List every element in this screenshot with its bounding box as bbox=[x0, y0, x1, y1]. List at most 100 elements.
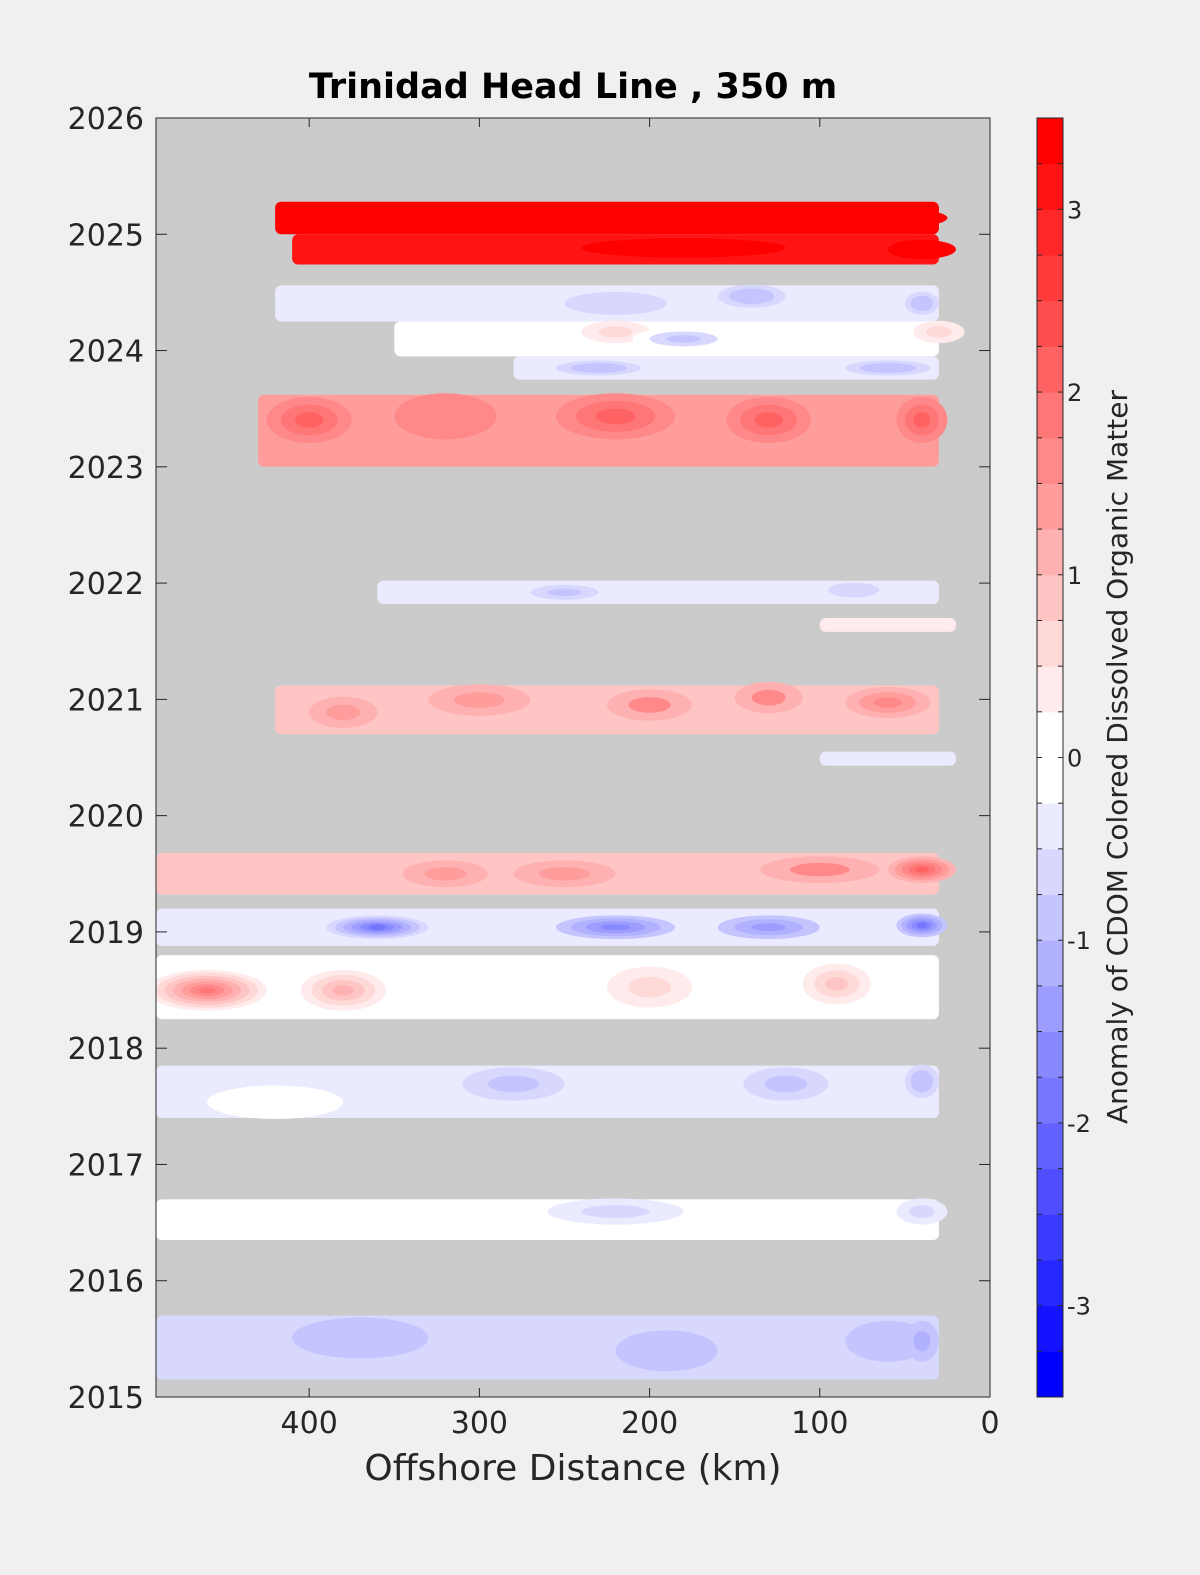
y-tick-label: 2017 bbox=[68, 1148, 144, 1183]
data-band-fill bbox=[156, 1199, 939, 1241]
anomaly-contour bbox=[326, 704, 361, 721]
data-band-fill bbox=[819, 617, 956, 632]
anomaly-contour bbox=[751, 923, 786, 932]
anomaly-contour bbox=[873, 364, 903, 371]
colorbar-swatch bbox=[1037, 1214, 1063, 1261]
anomaly-contour bbox=[295, 412, 324, 428]
colorbar-swatch bbox=[1037, 346, 1063, 393]
colorbar-swatch bbox=[1037, 666, 1063, 713]
data-band bbox=[819, 617, 956, 632]
colorbar-tick-label: 2 bbox=[1067, 379, 1082, 407]
anomaly-contour bbox=[487, 1075, 539, 1093]
anomaly-contour bbox=[207, 1085, 344, 1119]
data-band bbox=[156, 908, 948, 946]
anomaly-contour bbox=[764, 1075, 808, 1093]
anomaly-contour bbox=[628, 697, 671, 713]
data-band bbox=[156, 1064, 939, 1119]
anomaly-contour bbox=[751, 689, 786, 706]
colorbar-swatch bbox=[1037, 1305, 1063, 1352]
y-tick-label: 2016 bbox=[68, 1265, 144, 1300]
y-tick-label: 2020 bbox=[68, 800, 144, 835]
y-tick-label: 2018 bbox=[68, 1032, 144, 1067]
data-band bbox=[156, 1198, 948, 1241]
colorbar-tick-label: -1 bbox=[1067, 927, 1091, 955]
colorbar-tick-label: -2 bbox=[1067, 1110, 1091, 1138]
anomaly-contour bbox=[453, 692, 505, 708]
anomaly-contour bbox=[600, 924, 631, 931]
data-band bbox=[819, 751, 956, 766]
x-axis-label: Offshore Distance (km) bbox=[364, 1448, 781, 1489]
anomaly-contour bbox=[916, 1075, 928, 1087]
colorbar-swatch bbox=[1037, 118, 1063, 165]
anomaly-contour bbox=[368, 924, 386, 931]
anomaly-contour bbox=[632, 243, 735, 253]
colorbar-swatch bbox=[1037, 894, 1063, 941]
colorbar-swatch bbox=[1037, 437, 1063, 484]
colorbar-swatch bbox=[1037, 1259, 1063, 1307]
data-band bbox=[275, 681, 939, 735]
anomaly-contour bbox=[424, 867, 467, 881]
data-band bbox=[292, 234, 956, 265]
y-tick-label: 2025 bbox=[68, 218, 144, 253]
colorbar-swatch bbox=[1037, 163, 1063, 210]
colorbar-swatch bbox=[1037, 940, 1063, 987]
data-band-fill bbox=[156, 908, 939, 946]
anomaly-contour bbox=[595, 408, 636, 425]
colorbar-swatch bbox=[1037, 209, 1063, 256]
anomaly-contour bbox=[207, 1210, 344, 1237]
anomaly-contour bbox=[581, 1205, 650, 1219]
colorbar-swatch bbox=[1037, 300, 1063, 347]
colorbar: 3 2 1 0 -1 -2 -3 bbox=[1036, 117, 1091, 1398]
colorbar-tick-label: -3 bbox=[1067, 1293, 1091, 1321]
x-tick-label: 300 bbox=[451, 1406, 508, 1441]
colorbar-swatch bbox=[1037, 985, 1063, 1033]
anomaly-contour bbox=[828, 207, 948, 229]
data-band bbox=[275, 284, 939, 322]
y-tick-label: 2026 bbox=[68, 102, 144, 137]
y-tick-label: 2023 bbox=[68, 451, 144, 486]
anomaly-contour bbox=[332, 985, 354, 996]
colorbar-frame bbox=[1036, 117, 1064, 1398]
colorbar-swatch bbox=[1037, 1077, 1063, 1124]
colorbar-tick-label: 0 bbox=[1067, 745, 1082, 773]
colorbar-swatch bbox=[1037, 529, 1063, 576]
x-tick-label: 0 bbox=[980, 1406, 999, 1441]
y-tick-label: 2024 bbox=[68, 335, 144, 370]
data-band-fill bbox=[819, 751, 956, 766]
anomaly-contour bbox=[916, 922, 928, 929]
colorbar-swatch bbox=[1037, 483, 1063, 530]
data-band-fill bbox=[156, 1315, 939, 1380]
x-axis-ticks: 400 300 200 100 0 bbox=[281, 118, 1000, 1441]
colorbar-swatch bbox=[1037, 848, 1063, 896]
chart-title: Trinidad Head Line , 350 m bbox=[309, 67, 837, 107]
data-band bbox=[156, 955, 939, 1020]
colorbar-swatch bbox=[1037, 757, 1063, 804]
anomaly-contour bbox=[564, 291, 667, 315]
anomaly-contour bbox=[915, 866, 929, 873]
anomaly-contour bbox=[916, 299, 928, 308]
anomaly-contour bbox=[909, 1205, 935, 1219]
data-band-fill bbox=[377, 580, 939, 605]
anomaly-contour bbox=[584, 364, 613, 371]
y-tick-label: 2019 bbox=[68, 916, 144, 951]
x-tick-label: 100 bbox=[791, 1406, 848, 1441]
colorbar-swatch bbox=[1037, 1031, 1063, 1078]
colorbar-label: Anomaly of CDOM Colored Dissolved Organi… bbox=[1101, 390, 1134, 1124]
anomaly-contour bbox=[666, 335, 701, 343]
anomaly-contour bbox=[547, 588, 582, 597]
anomaly-contour bbox=[419, 404, 471, 428]
colorbar-swatch bbox=[1037, 574, 1063, 621]
anomaly-contour bbox=[904, 244, 939, 255]
data-band-fill bbox=[275, 201, 939, 235]
colorbar-swatch bbox=[1037, 1122, 1063, 1170]
data-band bbox=[156, 1315, 939, 1380]
data-band bbox=[377, 580, 939, 605]
plot-frame bbox=[155, 117, 991, 1398]
anomaly-contour bbox=[754, 412, 783, 428]
anomaly-contour bbox=[790, 862, 850, 877]
y-tick-label: 2015 bbox=[68, 1381, 144, 1416]
anomaly-contour bbox=[740, 292, 764, 301]
x-tick-label: 200 bbox=[621, 1406, 678, 1441]
anomaly-contour bbox=[538, 867, 591, 881]
